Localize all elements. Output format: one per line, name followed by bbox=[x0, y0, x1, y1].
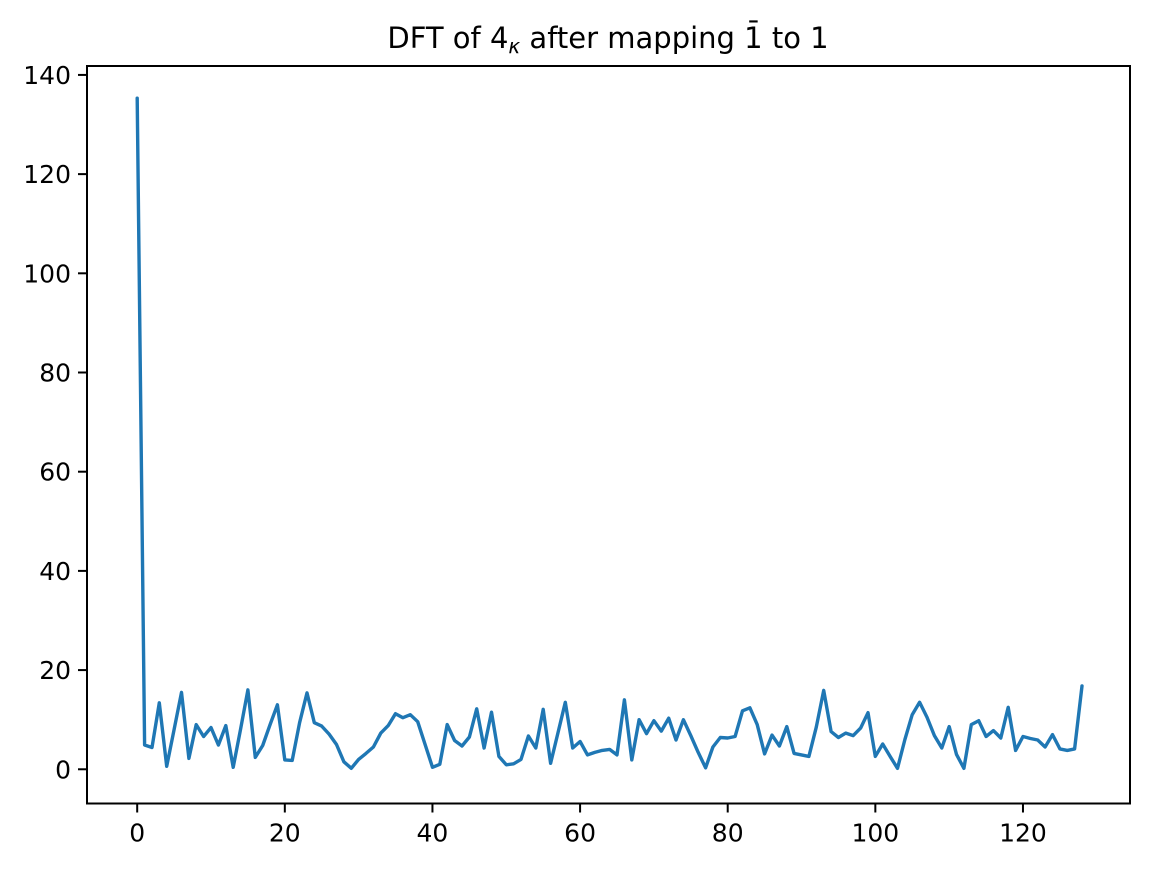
x-tick-label: 20 bbox=[269, 819, 301, 848]
y-tick-label: 120 bbox=[23, 160, 71, 189]
x-tick-label: 120 bbox=[999, 819, 1047, 848]
x-tick-label: 60 bbox=[564, 819, 596, 848]
x-tick-label: 0 bbox=[129, 819, 145, 848]
chart-title: DFT of 4κ after mapping 1̄ to 1 bbox=[387, 21, 828, 58]
chart-title-suffix: after mapping 1̄ to 1 bbox=[520, 21, 828, 55]
y-tick-label: 20 bbox=[39, 656, 71, 685]
chart-title-prefix: DFT of 4 bbox=[387, 21, 508, 55]
y-tick-label: 60 bbox=[39, 458, 71, 487]
y-tick-label: 100 bbox=[23, 259, 71, 288]
x-tick-label: 40 bbox=[417, 819, 449, 848]
y-tick-label: 80 bbox=[39, 359, 71, 388]
x-tick-label: 80 bbox=[712, 819, 744, 848]
axes-frame bbox=[86, 65, 1131, 805]
data-line bbox=[135, 96, 1084, 770]
y-tick-label: 140 bbox=[23, 61, 71, 90]
y-tick-label: 40 bbox=[39, 557, 71, 586]
y-tick-label: 0 bbox=[55, 755, 71, 784]
plot-area: 0 20 40 60 80 100 120 140 0 20 40 60 80 100 120 bbox=[23, 61, 1131, 848]
chart-title-subscript-kappa: κ bbox=[508, 34, 520, 58]
x-tick-label: 100 bbox=[851, 819, 899, 848]
